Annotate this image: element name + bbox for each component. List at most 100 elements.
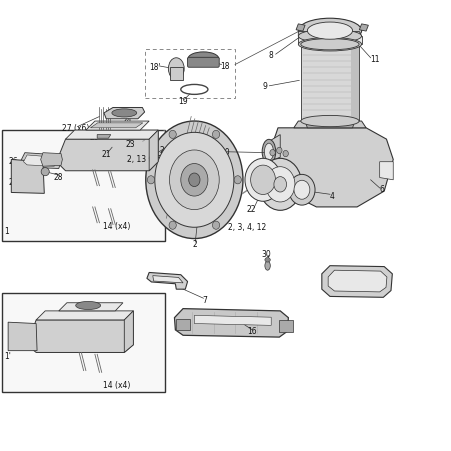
Ellipse shape [212,131,219,139]
Ellipse shape [264,258,270,262]
Polygon shape [152,276,183,283]
Polygon shape [124,311,133,353]
Ellipse shape [273,177,286,193]
Text: 21: 21 [101,150,111,159]
Ellipse shape [250,166,275,195]
Ellipse shape [155,133,234,228]
Ellipse shape [234,176,241,184]
Polygon shape [23,156,55,167]
Polygon shape [11,160,44,194]
Text: 8: 8 [268,51,273,60]
Ellipse shape [288,175,314,206]
Ellipse shape [307,23,352,40]
Text: 7: 7 [202,295,207,304]
Polygon shape [176,319,189,330]
Text: 2, 5: 2, 5 [160,145,175,154]
Text: 2, 13 (x6): 2, 13 (x6) [127,154,164,163]
Polygon shape [36,311,133,320]
Ellipse shape [258,159,301,211]
Text: 10: 10 [220,148,229,157]
Ellipse shape [298,38,361,52]
Text: 24: 24 [123,115,132,124]
Text: 26: 26 [8,156,18,166]
Ellipse shape [244,159,281,202]
Ellipse shape [282,151,288,157]
Polygon shape [298,37,361,45]
Polygon shape [8,322,37,351]
Text: 6: 6 [379,185,384,194]
Ellipse shape [168,59,184,80]
Polygon shape [194,316,271,326]
Text: 1: 1 [5,226,9,235]
Ellipse shape [112,110,137,118]
Polygon shape [41,153,62,167]
Ellipse shape [76,302,100,310]
Polygon shape [379,162,392,180]
Text: 25: 25 [8,178,18,187]
Ellipse shape [145,122,243,239]
Ellipse shape [169,151,219,210]
Text: 16: 16 [247,327,257,336]
Text: 18: 18 [220,62,230,71]
Ellipse shape [189,174,200,187]
Ellipse shape [264,144,273,161]
Text: 3: 3 [278,195,283,204]
Ellipse shape [300,40,358,51]
Polygon shape [174,309,288,337]
Polygon shape [59,303,123,311]
Polygon shape [170,68,182,81]
Text: 29: 29 [89,133,99,142]
Polygon shape [295,25,304,32]
Polygon shape [56,131,158,171]
Ellipse shape [298,30,361,44]
Text: 27 (x6): 27 (x6) [62,124,90,133]
Text: 4: 4 [329,191,334,200]
Ellipse shape [169,221,176,230]
Ellipse shape [265,167,294,202]
Polygon shape [350,45,359,122]
Ellipse shape [264,262,270,271]
Text: 2: 2 [192,239,197,248]
Polygon shape [65,131,158,140]
Ellipse shape [41,168,49,176]
Ellipse shape [180,164,207,197]
Polygon shape [20,153,61,169]
Ellipse shape [169,131,176,139]
Bar [2,131,165,241]
Text: 17: 17 [365,278,375,287]
Text: 1': 1' [5,351,11,360]
Polygon shape [279,321,292,332]
Text: 19: 19 [178,97,188,106]
Ellipse shape [212,221,219,230]
Text: 30: 30 [261,250,271,259]
FancyBboxPatch shape [187,58,219,68]
Ellipse shape [147,176,154,184]
Polygon shape [268,135,280,162]
Text: 2, 3, 4, 12: 2, 3, 4, 12 [228,223,266,232]
Bar [144,50,235,99]
Polygon shape [359,25,368,32]
Polygon shape [293,122,365,129]
Text: 22: 22 [246,205,255,214]
Polygon shape [268,129,392,207]
Text: 23: 23 [125,140,135,149]
Polygon shape [321,266,391,298]
Polygon shape [104,108,144,120]
Polygon shape [97,135,110,139]
Polygon shape [149,131,158,171]
Polygon shape [327,271,386,292]
Bar [2,293,165,392]
Ellipse shape [269,150,275,156]
Ellipse shape [262,140,275,165]
Ellipse shape [293,181,309,200]
Ellipse shape [188,53,218,66]
Ellipse shape [298,19,361,44]
Text: 9: 9 [262,82,267,91]
Polygon shape [298,32,361,37]
Polygon shape [304,122,354,129]
Polygon shape [90,124,143,129]
Text: 14 (x4): 14 (x4) [103,380,130,389]
Polygon shape [27,311,133,353]
Polygon shape [300,45,359,122]
Ellipse shape [300,116,358,127]
